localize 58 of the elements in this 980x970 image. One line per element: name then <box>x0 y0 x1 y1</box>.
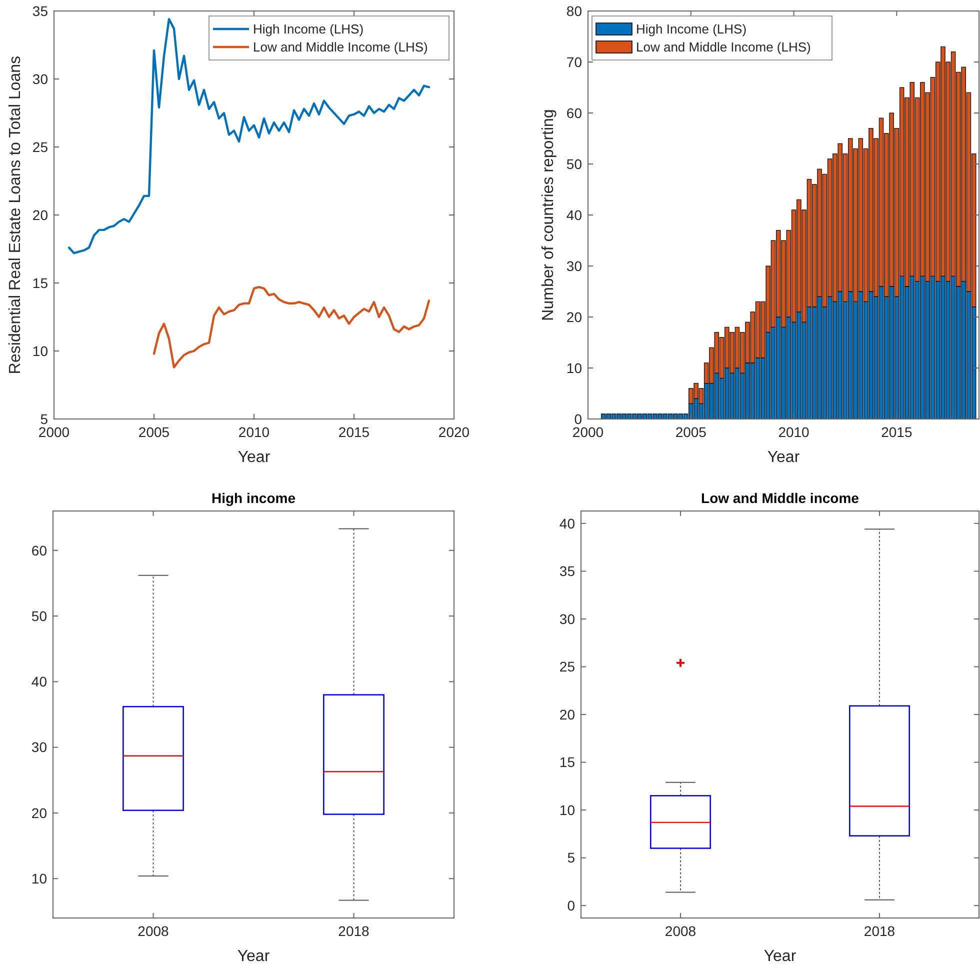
y-axis-title: Number of countries reporting <box>540 109 557 321</box>
y-tick-label: 15 <box>559 754 576 770</box>
y-tick-label: 10 <box>31 870 48 887</box>
y-tick-label: 5 <box>567 850 576 866</box>
y-axis-title: Residential Real Estate Loans to Total Loans <box>7 56 24 374</box>
y-tick-label: 40 <box>559 515 576 532</box>
y-tick-label: 30 <box>559 610 576 627</box>
chart-title: Low and Middle income <box>701 490 860 506</box>
x-axis-title: Year <box>238 449 271 466</box>
y-tick-label: 80 <box>566 2 582 19</box>
x-tick-label: 2008 <box>138 923 170 939</box>
x-tick-label: 2010 <box>778 424 810 440</box>
y-tick-label: 15 <box>32 274 48 291</box>
legend-label: Low and Middle Income (LHS) <box>253 40 428 55</box>
y-tick-label: 40 <box>566 206 582 223</box>
x-tick-label: 2015 <box>881 424 912 440</box>
legend-label: High Income (LHS) <box>253 22 364 37</box>
x-tick-label: 2018 <box>338 923 370 939</box>
x-tick-label: 2008 <box>664 923 696 939</box>
y-tick-label: 35 <box>32 2 48 19</box>
x-tick-label: 2005 <box>138 424 170 440</box>
x-tick-label: 2000 <box>38 424 70 440</box>
y-tick-label: 25 <box>559 658 576 675</box>
y-tick-label: 30 <box>32 70 48 87</box>
y-tick-label: 20 <box>31 804 48 821</box>
x-axis-title: Year <box>767 449 800 466</box>
y-tick-label: 20 <box>32 206 48 223</box>
legend-label: Low and Middle Income (LHS) <box>636 40 811 55</box>
y-tick-label: 30 <box>566 258 582 274</box>
y-tick-label: 20 <box>559 706 576 722</box>
y-tick-label: 10 <box>566 360 582 376</box>
y-tick-label: 60 <box>566 104 582 121</box>
x-tick-label: 2015 <box>338 424 370 440</box>
line-series <box>68 18 430 254</box>
y-tick-label: 0 <box>567 897 576 914</box>
y-tick-label: 40 <box>31 674 48 690</box>
x-axis-title: Year <box>764 948 797 965</box>
line-series <box>152 286 430 368</box>
x-tick-label: 2000 <box>572 424 604 440</box>
y-tick-label: 10 <box>559 802 576 818</box>
x-tick-label: 2018 <box>864 923 896 939</box>
y-tick-label: 60 <box>31 542 48 558</box>
chart-title: High income <box>211 490 296 506</box>
x-tick-label: 2020 <box>438 424 470 440</box>
y-tick-label: 5 <box>40 410 48 427</box>
y-tick-label: 0 <box>574 410 582 427</box>
y-tick-label: 25 <box>32 138 48 155</box>
y-tick-label: 20 <box>566 308 582 325</box>
x-tick-label: 2005 <box>675 424 707 440</box>
y-tick-label: 10 <box>32 342 48 359</box>
x-tick-label: 2010 <box>238 424 270 440</box>
x-axis-title: Year <box>237 948 270 965</box>
legend-label: High Income (LHS) <box>636 22 747 37</box>
y-tick-label: 30 <box>31 739 48 756</box>
y-tick-label: 35 <box>559 563 576 580</box>
y-tick-label: 50 <box>566 156 582 172</box>
y-tick-label: 50 <box>31 608 48 624</box>
y-tick-label: 70 <box>566 54 582 70</box>
